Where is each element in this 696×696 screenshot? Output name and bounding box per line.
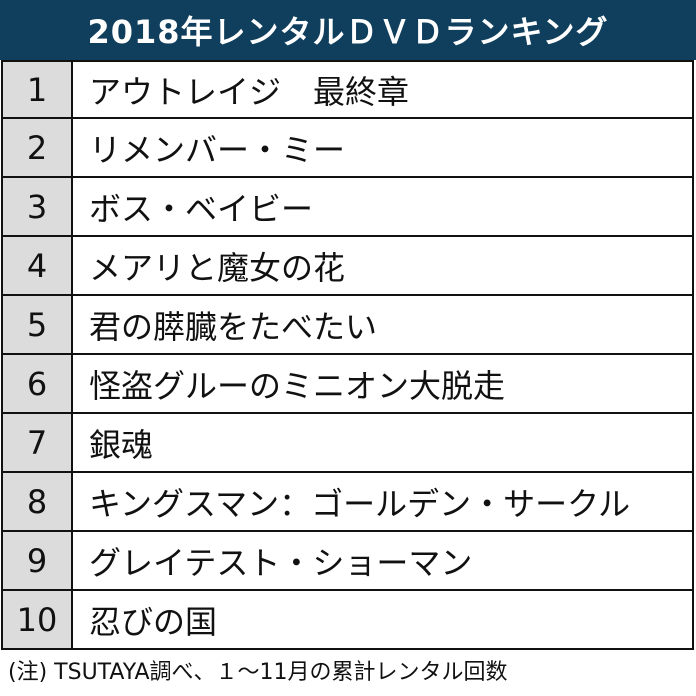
table-row: 4 メアリと魔女の花: [3, 237, 692, 296]
footnote: (注) TSUTAYA調べ、１～11月の累計レンタル回数: [8, 660, 508, 685]
movie-title: グレイテスト・ショーマン: [89, 543, 473, 582]
movie-title: キングスマン：ゴールデン・サークル: [89, 484, 631, 523]
rank-number: 5: [3, 296, 73, 353]
table-row: 10 忍びの国: [3, 591, 692, 650]
table-row: 6 怪盗グルーのミニオン大脱走: [3, 355, 692, 414]
movie-title: 忍びの国: [89, 602, 218, 641]
rank-number: 8: [3, 473, 73, 530]
table-row: 8 キングスマン：ゴールデン・サークル: [3, 473, 692, 532]
rank-number: 6: [3, 355, 73, 412]
rank-number: 3: [3, 178, 73, 235]
table-row: 1 アウトレイジ 最終章: [3, 60, 692, 119]
rank-number: 9: [3, 532, 73, 589]
movie-title: 銀魂: [89, 425, 154, 464]
table-row: 3 ボス・ベイビー: [3, 178, 692, 237]
table-title: 2018年レンタルＤＶＤランキング: [87, 13, 609, 51]
rank-number: 10: [3, 591, 73, 648]
rank-number: 7: [3, 414, 73, 471]
rank-number: 4: [3, 237, 73, 294]
movie-title: アウトレイジ 最終章: [89, 72, 410, 111]
rank-number: 2: [3, 119, 73, 176]
table-row: 5 君の膵臓をたべたい: [3, 296, 692, 355]
table-header: 2018年レンタルＤＶＤランキング: [0, 0, 696, 60]
table-row: 9 グレイテスト・ショーマン: [3, 532, 692, 591]
ranking-list: 1 アウトレイジ 最終章 2 リメンバー・ミー 3 ボス・ベイビー 4 メアリと…: [1, 60, 694, 650]
movie-title: ボス・ベイビー: [89, 189, 314, 228]
movie-title: 君の膵臓をたべたい: [89, 307, 378, 346]
rank-number: 1: [3, 62, 73, 117]
movie-title: メアリと魔女の花: [89, 248, 346, 287]
table-row: 2 リメンバー・ミー: [3, 119, 692, 178]
table-row: 7 銀魂: [3, 414, 692, 473]
movie-title: 怪盗グルーのミニオン大脱走: [89, 366, 506, 405]
movie-title: リメンバー・ミー: [89, 130, 346, 169]
